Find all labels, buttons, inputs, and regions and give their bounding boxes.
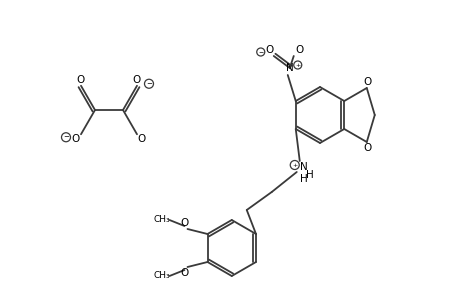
Text: +: + — [291, 163, 297, 167]
Text: N: N — [299, 162, 307, 172]
Text: O: O — [180, 268, 188, 278]
Text: −: − — [146, 81, 151, 87]
Text: CH₃: CH₃ — [153, 215, 169, 224]
Text: O: O — [295, 45, 303, 55]
Text: −: − — [257, 50, 263, 55]
Text: O: O — [72, 134, 80, 144]
Text: O: O — [265, 45, 273, 55]
Text: −: − — [63, 134, 69, 140]
Text: O: O — [363, 77, 371, 87]
Text: H: H — [305, 170, 313, 180]
Text: O: O — [77, 75, 85, 85]
Text: O: O — [133, 75, 141, 85]
Text: O: O — [138, 134, 146, 144]
Text: +: + — [295, 62, 300, 68]
Text: O: O — [180, 218, 188, 228]
Text: H: H — [299, 174, 307, 184]
Text: N: N — [285, 63, 293, 73]
Text: O: O — [363, 143, 371, 153]
Text: CH₃: CH₃ — [153, 272, 169, 280]
